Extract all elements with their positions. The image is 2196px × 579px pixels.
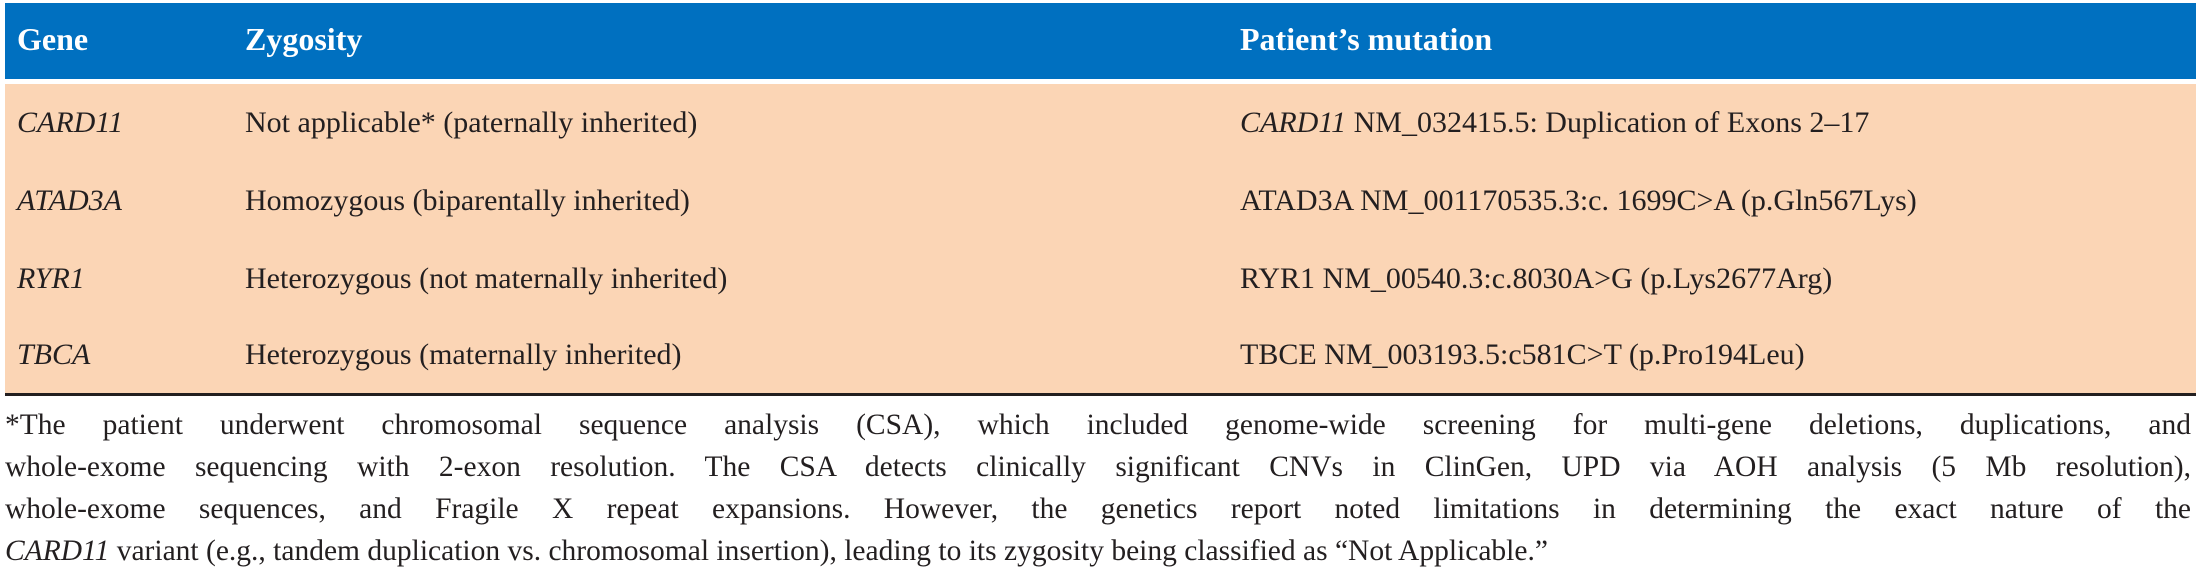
- table-row: ATAD3A Homozygous (biparentally inherite…: [5, 162, 2196, 240]
- table-body: CARD11 Not applicable* (paternally inher…: [5, 84, 2196, 394]
- zygosity-cell: Homozygous (biparentally inherited): [245, 184, 690, 217]
- table-header: Gene Zygosity Patient’s mutation: [5, 3, 2196, 79]
- gene-cell: RYR1: [17, 262, 85, 295]
- table-bottom-rule: [5, 393, 2196, 396]
- table-row: CARD11 Not applicable* (paternally inher…: [5, 84, 2196, 162]
- mutation-cell: CARD11 NM_032415.5: Duplication of Exons…: [1240, 106, 1869, 140]
- header-mutation: Patient’s mutation: [1240, 21, 1493, 57]
- gene-cell: ATAD3A: [17, 184, 122, 217]
- zygosity-cell: Heterozygous (not maternally inherited): [245, 262, 728, 295]
- table-row: RYR1 Heterozygous (not maternally inheri…: [5, 240, 2196, 318]
- header-zygosity: Zygosity: [245, 21, 363, 57]
- zygosity-cell: Not applicable* (paternally inherited): [245, 106, 698, 139]
- mutation-text: NM_032415.5: Duplication of Exons 2–17: [1346, 106, 1870, 139]
- header-gene: Gene: [17, 21, 89, 57]
- footnote-text: variant (e.g., tandem duplication vs. ch…: [109, 535, 1548, 567]
- footnote-line: CARD11 variant (e.g., tandem duplication…: [5, 530, 2191, 572]
- zygosity-cell: Heterozygous (maternally inherited): [245, 338, 682, 371]
- mutation-cell: TBCE NM_003193.5:c581C>T (p.Pro194Leu): [1240, 338, 1805, 371]
- footnote-line: *The patient underwent chromosomal seque…: [5, 409, 2191, 441]
- footnote-line: whole-exome sequences, and Fragile X rep…: [5, 493, 2191, 525]
- mutation-cell: RYR1 NM_00540.3:c.8030A>G (p.Lys2677Arg): [1240, 262, 1833, 295]
- gene-cell: TBCA: [17, 338, 91, 371]
- table-footnote: *The patient underwent chromosomal seque…: [5, 404, 2191, 572]
- gene-cell: CARD11: [17, 106, 124, 139]
- mutation-gene: CARD11: [1240, 106, 1347, 139]
- mutation-cell: ATAD3A NM_001170535.3:c. 1699C>A (p.Gln5…: [1240, 184, 1917, 217]
- table-row: TBCA Heterozygous (maternally inherited)…: [5, 316, 2196, 394]
- footnote-line: whole-exome sequencing with 2-exon resol…: [5, 451, 2191, 483]
- footnote-gene: CARD11: [5, 535, 110, 567]
